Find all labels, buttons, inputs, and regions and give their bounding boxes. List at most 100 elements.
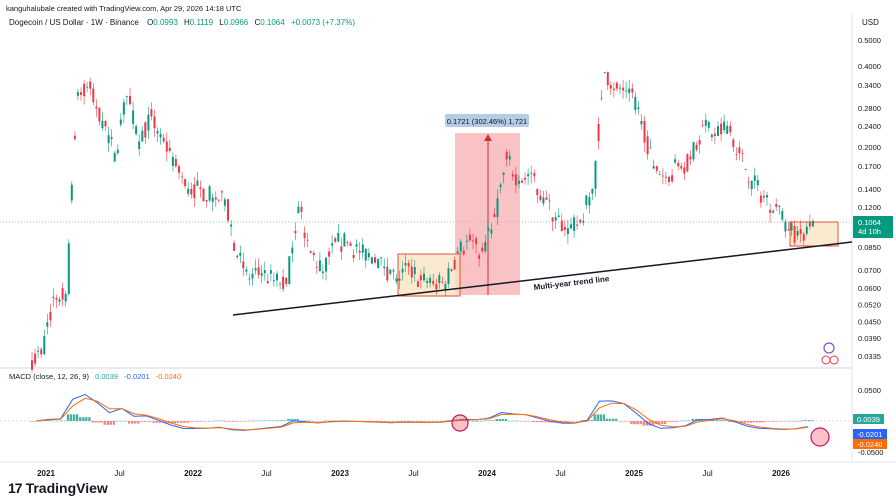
price-axis[interactable]: 0.5000 0.4000 0.3400 0.2800 0.2400 0.2000 0.17… <box>858 36 881 361</box>
candle-body <box>799 229 802 235</box>
macd-tick-bottom: -0.0500 <box>858 448 883 457</box>
price-tick-label: 0.0390 <box>858 334 881 343</box>
signal-line-tag <box>853 439 887 449</box>
time-tick-label: 2024 <box>478 469 496 478</box>
measure-arrow-head <box>484 134 492 141</box>
macd-histogram-bar <box>152 421 155 423</box>
candle-body <box>150 109 153 117</box>
macd-histogram-bar <box>749 421 753 423</box>
time-axis[interactable]: 2021 Jul 2022 Jul 2023 Jul 2024 Jul 2025 Jul 2026 <box>37 469 790 478</box>
macd-histogram-bar <box>648 421 651 426</box>
macd-histogram-bar <box>409 421 413 422</box>
candle-body <box>781 211 784 220</box>
macd-histogram-bar <box>118 420 122 422</box>
candle-body <box>404 263 407 266</box>
candle-body <box>37 350 40 352</box>
macd-histogram-bar <box>155 421 158 423</box>
candle-body <box>377 259 380 269</box>
consolidation-box-2023[interactable] <box>397 253 461 297</box>
candle-body <box>701 125 704 127</box>
candle-body <box>370 257 373 264</box>
macd-histogram-bar <box>388 421 391 422</box>
signal-line-value: -0.0240 <box>155 372 182 381</box>
candle-body <box>416 281 419 287</box>
macd-histogram-bar <box>719 420 722 421</box>
trend-line[interactable] <box>232 241 853 316</box>
open-label: O <box>147 18 154 27</box>
macd-histogram-bar <box>639 421 642 425</box>
candle-body <box>674 159 677 163</box>
candle-body <box>129 95 131 105</box>
alert-icon[interactable] <box>823 342 835 354</box>
macd-histogram-bar <box>330 420 333 422</box>
candle-body <box>588 197 591 206</box>
macd-histogram-bar <box>526 421 529 422</box>
crossover-marker-2026[interactable] <box>810 427 830 447</box>
price-tick-label: 0.5000 <box>858 36 881 45</box>
candle-body <box>484 242 487 252</box>
macd-histogram-bar <box>82 417 85 421</box>
candle-body <box>107 135 110 144</box>
candle-body <box>346 242 349 244</box>
macd-histogram-bar <box>112 421 116 425</box>
candle-body <box>606 72 609 86</box>
candle-body <box>303 232 306 238</box>
tradingview-logo[interactable]: 17 TradingView <box>8 480 108 496</box>
macd-histogram-bar <box>428 421 431 422</box>
macd-histogram-bar <box>480 421 483 422</box>
low-value: 0.0966 <box>223 18 249 27</box>
crossover-marker-2023[interactable] <box>451 414 469 432</box>
macd-title[interactable]: MACD (close, 12, 26, 9) <box>9 372 90 381</box>
price-tick-label: 0.2400 <box>858 122 881 131</box>
macd-histogram-bar <box>418 421 422 422</box>
candle-body <box>453 259 456 270</box>
macd-histogram-bar <box>633 421 636 425</box>
macd-histogram-bar <box>486 420 489 421</box>
macd-histogram-bar <box>241 421 244 422</box>
macd-histogram-bar <box>798 420 802 422</box>
macd-histogram-bar <box>786 421 789 422</box>
candle-body <box>211 197 214 202</box>
candle-body <box>309 251 312 253</box>
macd-histogram-bar <box>474 421 477 422</box>
candle-body <box>343 233 346 247</box>
candle-body <box>766 195 768 198</box>
candle-body <box>174 159 177 167</box>
time-tick-label: 2026 <box>772 469 790 478</box>
candle-body <box>153 116 156 129</box>
candle-body <box>367 253 370 258</box>
macd-histogram-bar <box>510 420 514 422</box>
macd-histogram-bar <box>746 421 749 423</box>
candle-body <box>214 197 217 200</box>
macd-histogram-bar <box>415 421 419 422</box>
symbol-title[interactable]: Dogecoin / US Dollar · 1W · Binance <box>9 18 139 27</box>
macd-histogram-bar <box>189 421 192 422</box>
tradingview-logo-text: TradingView <box>25 480 108 496</box>
candle-body <box>46 322 49 327</box>
candle-body <box>52 296 55 299</box>
candle-body <box>637 107 640 109</box>
price-tick-label: 0.4000 <box>858 62 881 71</box>
macd-histogram-bar <box>30 421 33 422</box>
currency-label[interactable]: USD <box>862 18 879 27</box>
macd-histogram-bar <box>45 420 48 421</box>
event-icon[interactable] <box>821 355 831 365</box>
candle-body <box>695 144 698 150</box>
macd-histogram-bar <box>774 421 777 422</box>
candle-body <box>64 293 67 302</box>
candle-body <box>465 240 468 242</box>
macd-histogram-bar <box>593 414 596 421</box>
macd-histogram-bar <box>645 421 648 426</box>
candle-body <box>199 187 202 189</box>
candle-body <box>138 141 141 149</box>
candle-body <box>76 92 79 96</box>
candle-body <box>744 169 747 170</box>
candle-body <box>517 180 520 184</box>
event-icon-2[interactable] <box>829 355 839 365</box>
macd-histogram-bar <box>437 420 440 422</box>
candle-body <box>73 135 76 140</box>
macd-histogram-bar <box>636 421 639 425</box>
macd-histogram-bar <box>722 420 725 421</box>
macd-histogram-bar <box>792 420 795 422</box>
